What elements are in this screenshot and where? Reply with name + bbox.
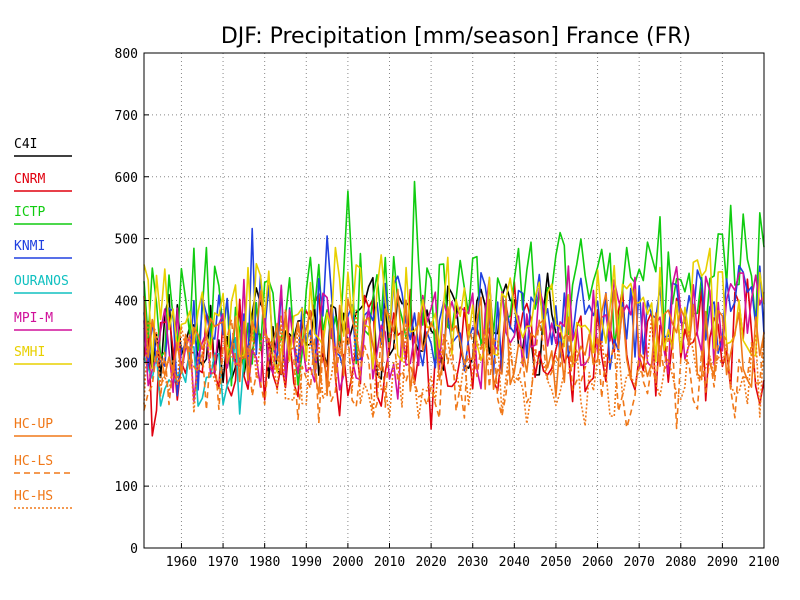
legend-label-hc-up: HC-UP [14,417,53,432]
legend-label-smhi: SMHI [14,345,45,360]
chart-title: DJF: Precipitation [mm/season] France (F… [221,24,691,49]
x-tick-label: 2030 [457,555,488,570]
series-line-hc-up [143,288,765,398]
series-line-ouranos [143,337,245,415]
x-tick-label: 2020 [415,555,446,570]
y-tick-label: 800 [115,47,138,62]
legend-label-c4i: C4I [14,137,37,152]
x-tick-label: 2000 [332,555,363,570]
y-tick-label: 300 [115,356,138,371]
x-tick-label: 2010 [374,555,405,570]
x-tick-label: 1980 [249,555,280,570]
x-tick-label: 2090 [707,555,738,570]
series-line-ictp [143,180,765,387]
x-tick-label: 1970 [207,555,238,570]
x-tick-label: 2070 [624,555,655,570]
y-tick-label: 600 [115,171,138,186]
legend-label-hc-ls: HC-LS [14,454,53,469]
y-tick-label: 100 [115,480,138,495]
x-tick-label: 2080 [665,555,696,570]
legend-label-mpi-m: MPI-M [14,311,53,326]
y-tick-label: 400 [115,295,138,310]
x-tick-label: 2050 [540,555,571,570]
y-tick-label: 200 [115,418,138,433]
legend-label-cnrm: CNRM [14,172,45,187]
y-axis: 0 100 200 300 400 500 600 700 800 [115,47,149,557]
x-tick-label: 1990 [291,555,322,570]
legend-label-knmi: KNMI [14,239,45,254]
y-tick-label: 700 [115,109,138,124]
x-tick-label: 1960 [166,555,197,570]
legend: C4I CNRM ICTP KNMI OURANOS MPI-M SMHI HC-UP HC-L… [14,137,72,509]
x-axis: 1960 1970 1980 1990 2000 2010 2020 2030 2040 2050… [166,543,780,570]
legend-label-hc-hs: HC-HS [14,489,53,504]
x-tick-label: 2040 [499,555,530,570]
series-line-hc-ls [143,311,765,430]
x-tick-label: 2060 [582,555,613,570]
y-tick-label: 0 [130,542,138,557]
y-tick-label: 500 [115,233,138,248]
legend-label-ouranos: OURANOS [14,274,69,289]
legend-label-ictp: ICTP [14,205,45,220]
x-tick-label: 2100 [748,555,779,570]
series-layer [143,180,765,437]
